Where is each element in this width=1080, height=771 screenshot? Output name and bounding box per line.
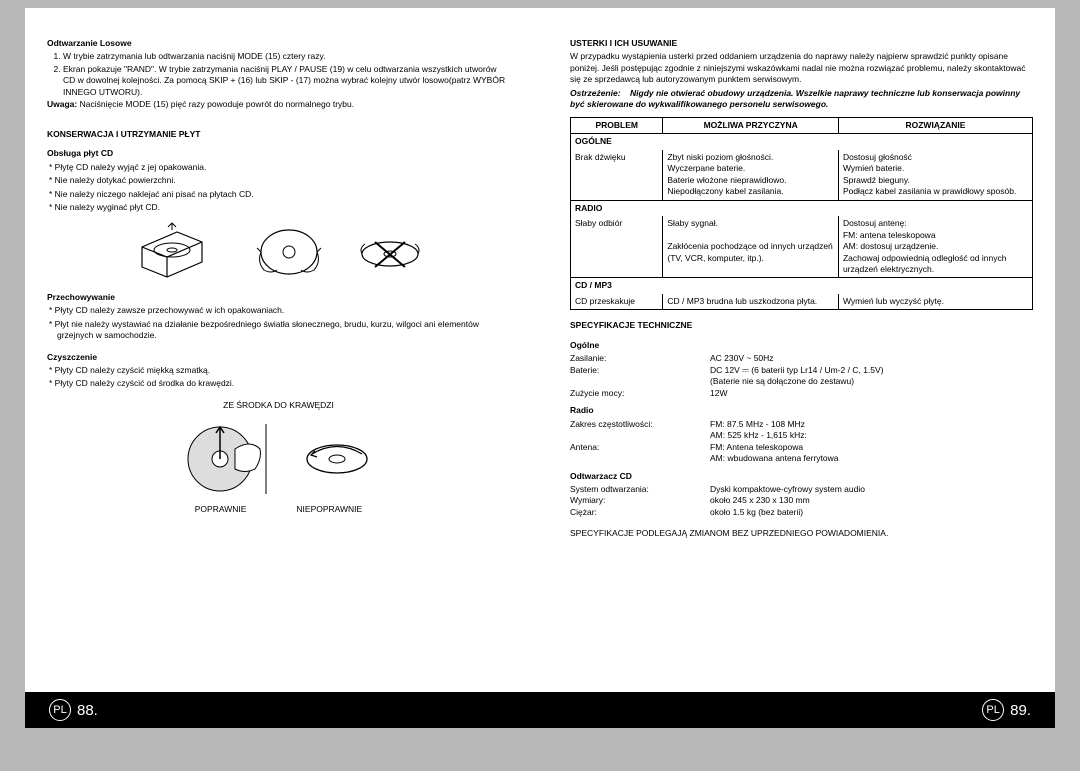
page-num-left: 88. <box>77 702 98 719</box>
spec-freq-range: Zakres częstotliwości:FM: 87.5 MHz - 108… <box>570 419 1033 430</box>
troubleshooting-table: PROBLEM MOŻLIWA PRZYCZYNA ROZWIĄZANIE OG… <box>570 117 1033 311</box>
heading-specs: SPECYFIKACJE TECHNICZNE <box>570 320 1033 331</box>
page-right-badge: PL 89. <box>982 699 1031 721</box>
cd-case-icon <box>132 222 222 282</box>
th-solution: ROZWIĄZANIE <box>838 117 1032 133</box>
cd-clean-incorrect-icon <box>297 419 377 494</box>
right-column: USTERKI I ICH USUWANIE W przypadku wystą… <box>540 8 1055 728</box>
spec-batteries: Baterie:DC 12V ⎓ (6 baterii typ Lr14 / U… <box>570 365 1033 376</box>
spec-play-system: System odtwarzania:Dyski kompaktowe-cyfr… <box>570 484 1033 495</box>
storage-2: * Płyt nie należy wystawiać na działanie… <box>47 319 510 342</box>
heading-maintenance: KONSERWACJA I UTRZYMANIE PŁYT <box>47 129 510 140</box>
handling-3: * Nie należy niczego naklejać ani pisać … <box>47 189 510 200</box>
troubleshooting-intro: W przypadku wystąpienia usterki przed od… <box>570 51 1033 85</box>
note-text: Naciśnięcie MODE (15) pięć razy powoduje… <box>80 99 355 109</box>
cd-cleaning-illustration <box>47 419 510 494</box>
row-cd-skipping: CD przeskakuje CD / MP3 brudna lub uszko… <box>571 294 1033 310</box>
footer-bar: PL 88. PL 89. <box>25 692 1055 728</box>
spec-antenna-am: AM: wbudowana antena ferrytowa <box>570 453 1033 464</box>
heading-troubleshooting: USTERKI I ICH USUWANIE <box>570 38 1033 49</box>
label-incorrect: NIEPOPRAWNIE <box>296 504 362 515</box>
heading-general-specs: Ogólne <box>570 340 1033 351</box>
heading-radio-specs: Radio <box>570 405 1033 416</box>
manual-page: Odtwarzanie Losowe W trybie zatrzymania … <box>25 8 1055 728</box>
pl-circle-right: PL <box>982 699 1004 721</box>
cd-hold-icon <box>249 222 329 282</box>
th-problem: PROBLEM <box>571 117 663 133</box>
heading-storage: Przechowywanie <box>47 292 510 303</box>
spec-power-consumption: Zużycie mocy:12W <box>570 388 1033 399</box>
spec-batteries-note: (Baterie nie są dołączone do zestawu) <box>570 376 1033 387</box>
cleaning-caption: ZE ŚRODKA DO KRAWĘDZI <box>47 400 510 411</box>
note-line: Uwaga: Naciśnięcie MODE (15) pięć razy p… <box>47 99 510 110</box>
spec-dimensions: Wymiary:około 245 x 230 x 130 mm <box>570 495 1033 506</box>
handling-2: * Nie należy dotykać powierzchni. <box>47 175 510 186</box>
spec-freq-range-am: AM: 525 kHz - 1,615 kHz: <box>570 430 1033 441</box>
storage-1: * Płyty CD należy zawsze przechowywać w … <box>47 305 510 316</box>
cleaning-1: * Płyty CD należy czyścić miękką szmatką… <box>47 365 510 376</box>
label-correct: POPRAWNIE <box>195 504 247 515</box>
row-no-sound: Brak dźwięku Zbyt niski poziom głośności… <box>571 150 1033 200</box>
cd-no-bend-icon <box>355 222 425 282</box>
heading-cd-player-specs: Odtwarzacz CD <box>570 471 1033 482</box>
cd-handling-illustration <box>47 222 510 282</box>
section-radio: RADIO <box>571 200 1033 216</box>
step-2: Ekran pokazuje "RAND". W trybie zatrzyma… <box>63 64 510 98</box>
section-general: OGÓLNE <box>571 134 1033 150</box>
spec-antenna: Antena:FM: Antena teleskopowa <box>570 442 1033 453</box>
random-playback-steps: W trybie zatrzymania lub odtwarzania nac… <box>47 51 510 98</box>
spec-power: Zasilanie:AC 230V ~ 50Hz <box>570 353 1033 364</box>
note-label: Uwaga: <box>47 99 77 109</box>
handling-1: * Płytę CD należy wyjąć z jej opakowania… <box>47 162 510 173</box>
handling-4: * Nie należy wyginać płyt CD. <box>47 202 510 213</box>
cleaning-labels: POPRAWNIE NIEPOPRAWNIE <box>47 504 510 515</box>
page-left-badge: PL 88. <box>49 699 98 721</box>
heading-random-playback: Odtwarzanie Losowe <box>47 38 510 49</box>
cleaning-2: * Płyty CD należy czyścić od środka do k… <box>47 378 510 389</box>
table-header-row: PROBLEM MOŻLIWA PRZYCZYNA ROZWIĄZANIE <box>571 117 1033 133</box>
pl-circle-left: PL <box>49 699 71 721</box>
cd-clean-correct-icon <box>180 419 270 494</box>
th-cause: MOŻLIWA PRZYCZYNA <box>663 117 839 133</box>
spec-weight: Ciężar:około 1.5 kg (bez baterii) <box>570 507 1033 518</box>
warning-label: Ostrzeżenie: <box>570 88 621 98</box>
heading-cd-handling: Obsługa płyt CD <box>47 148 510 159</box>
warning-text: Nigdy nie otwierać obudowy urządzenia. W… <box>570 88 1020 109</box>
section-cd-mp3: CD / MP3 <box>571 278 1033 294</box>
step-1: W trybie zatrzymania lub odtwarzania nac… <box>63 51 510 62</box>
heading-cleaning: Czyszczenie <box>47 352 510 363</box>
specs-disclaimer: SPECYFIKACJE PODLEGAJĄ ZMIANOM BEZ UPRZE… <box>570 528 1033 539</box>
warning-line: Ostrzeżenie: Nigdy nie otwierać obudowy … <box>570 88 1033 111</box>
left-column: Odtwarzanie Losowe W trybie zatrzymania … <box>25 8 540 728</box>
row-weak-reception: Słaby odbiór Słaby sygnał. Zakłócenia po… <box>571 216 1033 278</box>
page-num-right: 89. <box>1010 702 1031 719</box>
